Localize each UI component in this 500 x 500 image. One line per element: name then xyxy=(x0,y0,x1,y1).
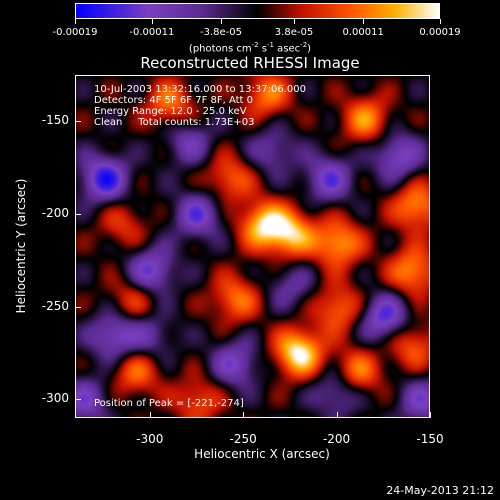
y-tick-label: -300 xyxy=(41,391,69,406)
colorbar-tick-label: 3.8e-05 xyxy=(274,27,314,38)
colorbar-tick-label: 0.00019 xyxy=(419,27,461,38)
annotation-detectors: Detectors: 4F 5F 6F 7F 8F, Att 0 xyxy=(94,95,254,106)
colorbar-tick-label: -0.00011 xyxy=(129,27,175,38)
annotation-counts: Clean Total counts: 1.73E+03 xyxy=(94,117,255,128)
footer-date: 24-May-2013 21:12 xyxy=(386,484,494,497)
colorbar-tick-label: -0.00019 xyxy=(52,27,98,38)
heatmap-image xyxy=(76,76,429,417)
x-tick-label: -150 xyxy=(416,432,444,446)
annotation-block: 10-Jul-2003 13:32:16.000 to 13:37:06.000… xyxy=(94,84,306,128)
colorbar-tick-mark xyxy=(440,19,441,24)
x-tick-label: -250 xyxy=(229,432,257,446)
x-tick-label: -300 xyxy=(136,432,164,446)
colorbar-tick-mark xyxy=(294,19,295,24)
heatmap-plot-area: 10-Jul-2003 13:32:16.000 to 13:37:06.000… xyxy=(75,75,430,418)
x-tick-mark xyxy=(336,412,338,418)
y-tick-mark xyxy=(75,214,81,216)
x-tick-mark xyxy=(243,412,245,418)
colorbar-tick-label: -3.8e-05 xyxy=(200,27,242,38)
colorbar-tick-mark xyxy=(75,19,76,24)
x-tick-label: -200 xyxy=(322,432,351,446)
y-tick-mark xyxy=(75,306,81,308)
y-tick-label: -250 xyxy=(41,298,69,313)
colorbar-tick-mark xyxy=(151,19,153,24)
colorbar xyxy=(75,3,440,19)
colorbar-tick-mark xyxy=(363,19,365,24)
y-tick-label: -150 xyxy=(41,113,69,128)
y-tick-label: -200 xyxy=(41,206,69,221)
y-axis-label: Heliocentric Y (arcsec) xyxy=(14,178,28,314)
colorbar-unit-label: (photons cm-2 s-1 asec-2) xyxy=(188,41,312,55)
peak-position-label: Position of Peak = [-221,-274] xyxy=(94,398,244,409)
annotation-energy: Energy Range: 12.0 - 25.0 keV xyxy=(94,106,247,117)
colorbar-tick-mark xyxy=(221,19,222,24)
x-axis-label: Heliocentric X (arcsec) xyxy=(194,447,330,461)
annotation-time: 10-Jul-2003 13:32:16.000 to 13:37:06.000 xyxy=(94,84,306,95)
x-tick-mark xyxy=(149,412,151,418)
colorbar-tick-label: 0.00011 xyxy=(342,27,384,38)
y-tick-mark xyxy=(75,121,81,123)
chart-title: Reconstructed RHESSI Image xyxy=(140,54,360,72)
y-tick-mark xyxy=(75,399,81,401)
x-tick-mark xyxy=(430,412,431,418)
